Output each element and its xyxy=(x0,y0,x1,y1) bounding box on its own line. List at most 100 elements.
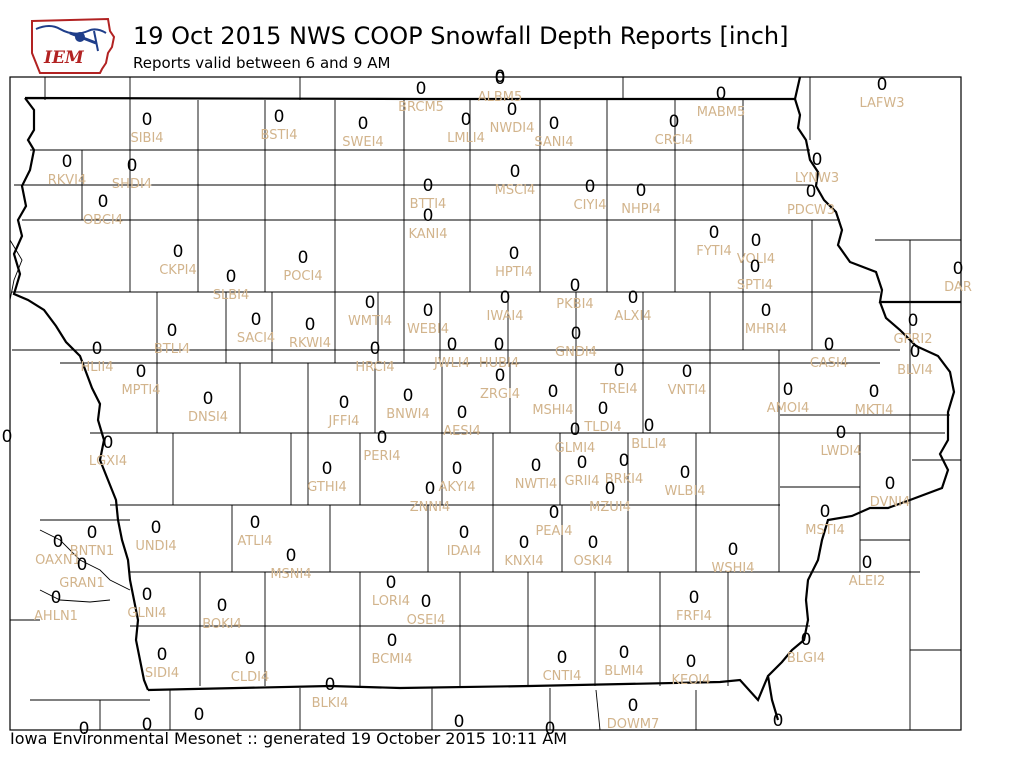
station-id-label: SIBI4 xyxy=(130,131,163,146)
map-subtitle: Reports valid between 6 and 9 AM xyxy=(133,54,391,72)
station-id-label: MPTI4 xyxy=(121,383,160,398)
station-id-label: CNTI4 xyxy=(543,669,582,684)
station-value: 0 xyxy=(619,643,630,663)
station-id-label: MZUI4 xyxy=(589,500,631,515)
station-value: 0 xyxy=(686,652,697,672)
station-id-label: OBCI4 xyxy=(83,213,123,228)
station-id-label: JWLI4 xyxy=(433,356,470,371)
iowa-state-border xyxy=(12,76,961,721)
station-id-label: OAXN1 xyxy=(35,553,81,568)
station-value: 0 xyxy=(761,301,772,321)
station-id-label: SLBI4 xyxy=(213,288,250,303)
station-value: 0 xyxy=(136,362,147,382)
station-value: 0 xyxy=(531,456,542,476)
station-id-label: BRCM5 xyxy=(398,100,444,115)
station-value: 0 xyxy=(509,244,520,264)
station-id-label: IWAI4 xyxy=(487,309,524,324)
station-value: 0 xyxy=(605,479,616,499)
station-value: 0 xyxy=(585,177,596,197)
station-id-label: BOKI4 xyxy=(202,617,242,632)
station-id-label: MSCI4 xyxy=(495,183,536,198)
station-value: 0 xyxy=(425,479,436,499)
station-value: 0 xyxy=(836,423,847,443)
station-id-label: WMTI4 xyxy=(348,314,392,329)
station-value: 0 xyxy=(92,339,103,359)
station-id-label: KEOI4 xyxy=(671,673,710,688)
station-id-label: LGXI4 xyxy=(89,454,127,469)
edge-station-value: 0 xyxy=(142,715,153,735)
station-value: 0 xyxy=(87,523,98,543)
station-value: 0 xyxy=(614,361,625,381)
station-id-label: AMOI4 xyxy=(767,401,809,416)
station-value: 0 xyxy=(127,156,138,176)
station-value: 0 xyxy=(459,523,470,543)
station-value: 0 xyxy=(377,428,388,448)
station-id-label: LORI4 xyxy=(372,594,410,609)
station-value: 0 xyxy=(421,592,432,612)
station-value: 0 xyxy=(251,310,262,330)
station-id-label: MSNI4 xyxy=(270,567,311,582)
edge-station-value: 0 xyxy=(2,427,13,447)
station-value: 0 xyxy=(495,366,506,386)
edge-station-value: 0 xyxy=(194,705,205,725)
station-value: 0 xyxy=(885,474,896,494)
station-value: 0 xyxy=(298,248,309,268)
station-value: 0 xyxy=(557,648,568,668)
station-id-label: ALBM5 xyxy=(478,90,523,105)
station-id-label: HUBI4 xyxy=(479,356,519,371)
station-id-label: GRII4 xyxy=(564,474,599,489)
station-id-label: PDCW3 xyxy=(787,203,835,218)
station-id-label: ZNNI4 xyxy=(410,500,450,515)
station-id-label: SANI4 xyxy=(534,135,573,150)
station-id-label: GLNI4 xyxy=(127,606,166,621)
station-value: 0 xyxy=(910,342,921,362)
station-value: 0 xyxy=(325,675,336,695)
edge-station-value: 0 xyxy=(545,719,556,739)
station-id-label: MABM5 xyxy=(697,105,746,120)
station-value: 0 xyxy=(322,459,333,479)
station-value: 0 xyxy=(250,513,261,533)
station-value: 0 xyxy=(824,335,835,355)
station-value: 0 xyxy=(689,588,700,608)
station-id-label: GNDI4 xyxy=(555,345,597,360)
station-id-label: VNTI4 xyxy=(668,383,707,398)
station-id-label: AESI4 xyxy=(443,424,480,439)
edge-station-value: 0 xyxy=(773,711,784,731)
iem-logo: IEM xyxy=(30,17,116,75)
station-value: 0 xyxy=(53,532,64,552)
station-value: 0 xyxy=(549,114,560,134)
station-id-label: HLII4 xyxy=(81,360,114,375)
station-value: 0 xyxy=(142,110,153,130)
